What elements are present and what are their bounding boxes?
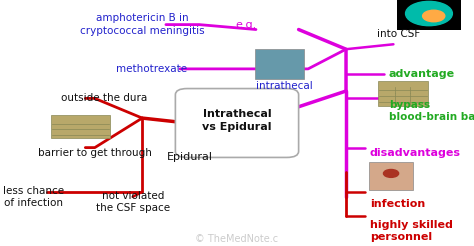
Text: amphotericin B in
cryptococcal meningitis: amphotericin B in cryptococcal meningiti…: [80, 13, 204, 36]
Text: into CSF: into CSF: [376, 30, 420, 39]
Text: Intrathecal
vs Epidural: Intrathecal vs Epidural: [202, 109, 272, 132]
Text: disadvantages: disadvantages: [370, 148, 461, 157]
Text: bypass
blood-brain barrier: bypass blood-brain barrier: [389, 99, 474, 122]
Text: e.g.: e.g.: [236, 20, 257, 30]
Text: outside the dura: outside the dura: [61, 93, 147, 103]
Text: infection: infection: [370, 199, 425, 209]
Text: methotrexate: methotrexate: [116, 64, 187, 74]
FancyBboxPatch shape: [51, 115, 110, 138]
Text: highly skilled
personnel: highly skilled personnel: [370, 220, 453, 243]
Circle shape: [383, 169, 399, 177]
Text: © TheMedNote.c: © TheMedNote.c: [195, 234, 279, 244]
Text: not violated
the CSF space: not violated the CSF space: [96, 190, 170, 213]
FancyBboxPatch shape: [189, 113, 233, 143]
Text: advantage: advantage: [389, 69, 455, 79]
FancyBboxPatch shape: [369, 162, 413, 190]
FancyBboxPatch shape: [175, 89, 299, 157]
FancyBboxPatch shape: [397, 0, 461, 30]
FancyBboxPatch shape: [255, 49, 304, 79]
Text: barrier to get through: barrier to get through: [38, 148, 152, 157]
Text: Epidural: Epidural: [166, 153, 213, 162]
Circle shape: [406, 1, 452, 26]
Text: intrathecal: intrathecal: [256, 81, 313, 91]
FancyBboxPatch shape: [378, 81, 428, 106]
Text: less chance
of infection: less chance of infection: [3, 185, 64, 208]
Circle shape: [423, 10, 445, 22]
